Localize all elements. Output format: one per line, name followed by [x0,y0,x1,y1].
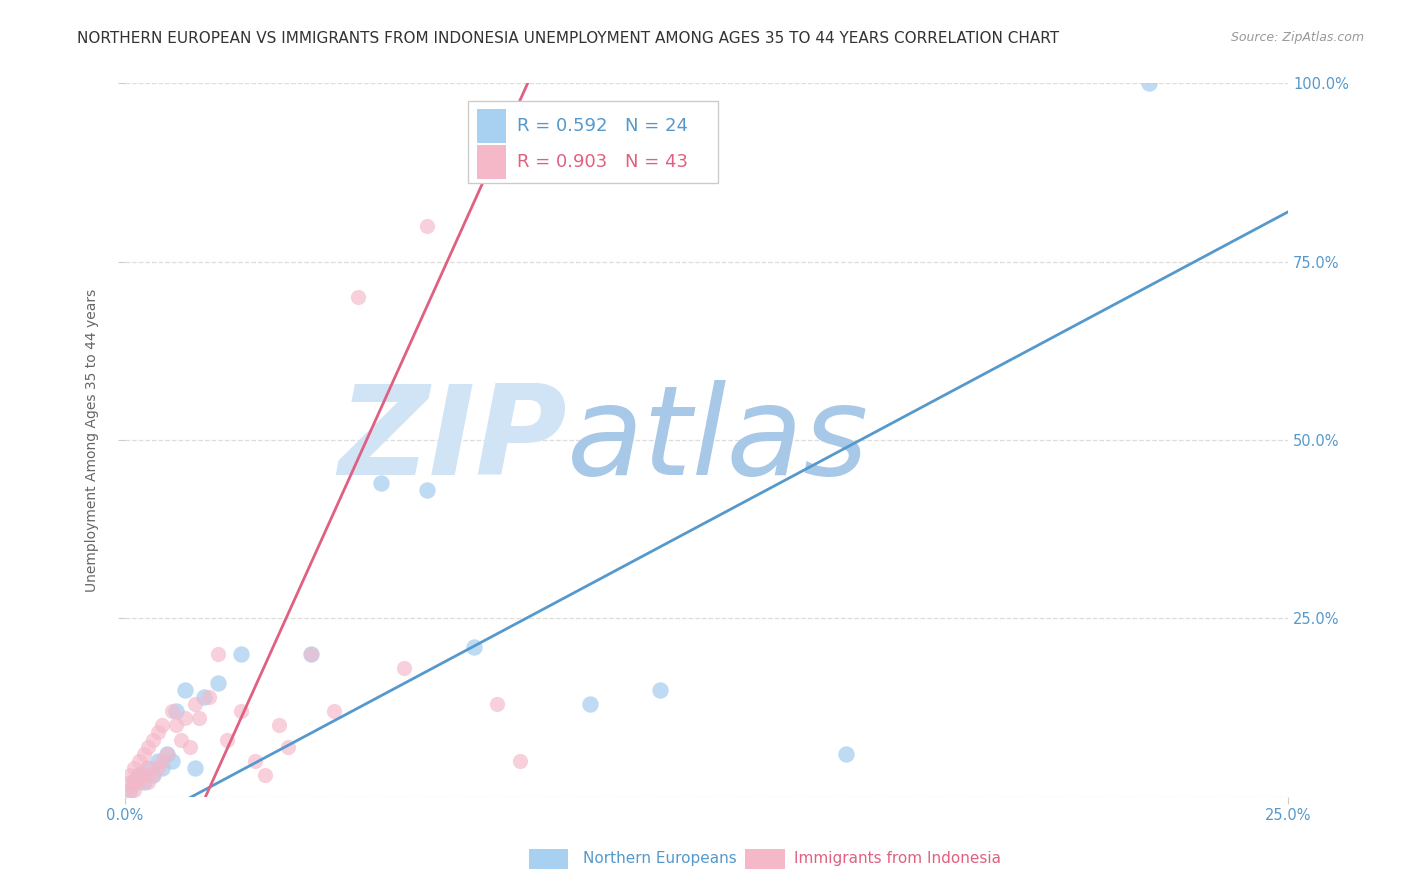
Point [486,697,509,711]
Point [136,739,159,754]
Point [277,739,299,754]
Point [267,718,290,732]
Point [156,747,179,761]
Point [118,782,141,797]
Point [128,775,150,789]
Point [231,704,253,718]
Point [128,768,150,782]
Point [392,661,415,675]
Point [231,647,253,661]
Bar [468,102,718,183]
Point [142,732,165,747]
Point [142,768,165,782]
Point [174,711,197,725]
Point [146,761,169,775]
Point [165,704,187,718]
Point [174,682,197,697]
Bar [478,145,506,179]
Text: NORTHERN EUROPEAN VS IMMIGRANTS FROM INDONESIA UNEMPLOYMENT AMONG AGES 35 TO 44 : NORTHERN EUROPEAN VS IMMIGRANTS FROM IND… [77,31,1060,46]
Point [150,761,173,775]
Point [188,711,211,725]
Point [132,775,155,789]
Point [156,747,179,761]
Text: Northern Europeans: Northern Europeans [583,851,737,865]
Text: N = 24: N = 24 [626,117,688,136]
Point [150,718,173,732]
Point [136,761,159,775]
Point [835,747,858,761]
Text: Immigrants from Indonesia: Immigrants from Indonesia [794,851,1001,865]
Point [463,640,485,654]
Point [124,782,146,797]
Point [245,754,267,768]
Point [128,768,150,782]
Text: atlas: atlas [567,380,869,500]
Point [124,775,146,789]
Point [118,768,141,782]
Point [346,290,368,304]
Point [118,775,141,789]
Point [323,704,346,718]
Text: R = 0.592: R = 0.592 [517,117,607,136]
Point [165,718,187,732]
Point [207,675,229,690]
Point [197,690,219,704]
Point [136,761,159,775]
Point [370,475,392,490]
Point [128,754,150,768]
Point [160,754,183,768]
Point [170,732,193,747]
Point [160,704,183,718]
Point [193,690,215,704]
Point [132,768,155,782]
Point [179,739,201,754]
Text: N = 43: N = 43 [626,153,688,171]
Y-axis label: Unemployment Among Ages 35 to 44 years: Unemployment Among Ages 35 to 44 years [86,288,100,591]
Point [299,647,322,661]
Point [118,782,141,797]
Point [416,219,439,233]
Point [416,483,439,497]
Point [136,775,159,789]
Point [142,768,165,782]
Text: Source: ZipAtlas.com: Source: ZipAtlas.com [1230,31,1364,45]
Point [184,697,207,711]
Point [132,747,155,761]
Bar [478,109,506,144]
Text: ZIP: ZIP [339,380,567,500]
Point [648,682,671,697]
Text: R = 0.903: R = 0.903 [517,153,607,171]
Point [207,647,229,661]
Point [184,761,207,775]
Point [146,725,169,739]
Point [579,697,602,711]
Point [124,761,146,775]
Point [1137,77,1160,91]
Point [124,775,146,789]
Point [509,754,531,768]
Point [150,754,173,768]
Point [217,732,239,747]
Point [146,754,169,768]
Point [253,768,276,782]
Point [299,647,322,661]
